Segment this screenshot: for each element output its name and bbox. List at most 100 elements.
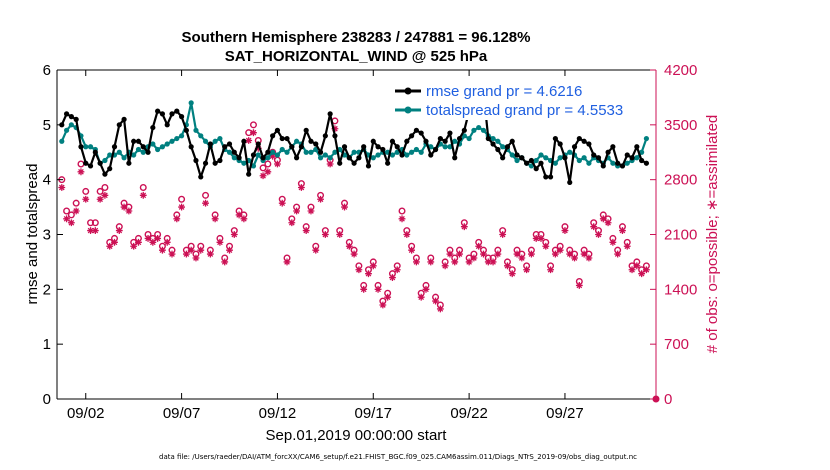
totalspread-point — [476, 124, 482, 131]
obs_assimilated-marker — [456, 250, 463, 258]
rmse-point — [485, 135, 491, 142]
rmse-point — [140, 144, 146, 150]
obs_assimilated-marker — [590, 223, 598, 231]
obs_possible-marker — [63, 207, 71, 215]
totalspread-point — [63, 127, 70, 133]
obs_assimilated-marker — [465, 258, 473, 266]
y-left-tick-label: 0 — [43, 391, 51, 408]
obs_assimilated-marker — [168, 250, 176, 258]
obs_assimilated-marker — [63, 215, 70, 223]
rmse-point — [102, 171, 108, 177]
rmse-point — [356, 155, 362, 161]
rmse-point — [624, 152, 630, 158]
rmse-point — [409, 133, 415, 139]
obs_assimilated-marker — [480, 250, 487, 258]
obs_assimilated-marker — [91, 227, 99, 234]
obs_assimilated-marker — [484, 258, 492, 266]
rmse-point — [83, 160, 89, 166]
rmse-point — [87, 163, 94, 169]
obs_assimilated-marker — [389, 274, 396, 281]
obs_assimilated-marker — [604, 219, 612, 227]
obs_assimilated-marker — [106, 242, 114, 250]
series-layer — [58, 89, 660, 403]
rmse-point — [284, 135, 290, 142]
rmse-point — [557, 141, 563, 147]
rmse-point — [562, 155, 568, 161]
rmse-point — [212, 160, 218, 166]
obs_assimilated-marker — [441, 262, 449, 270]
rmse-point — [490, 141, 496, 147]
obs_assimilated-marker — [259, 172, 267, 180]
rmse-point — [394, 144, 400, 150]
obs_assimilated-marker — [408, 246, 416, 254]
obs_assimilated-marker — [393, 266, 401, 274]
totalspread-point — [87, 144, 94, 150]
rmse-point — [150, 124, 156, 131]
obs_assimilated-marker — [561, 227, 569, 234]
rmse-point — [380, 146, 386, 153]
rmse-point — [178, 114, 185, 120]
rmse-point — [581, 138, 587, 144]
rmse-point — [217, 157, 223, 164]
rmse-point — [341, 144, 348, 150]
obs_assimilated-marker — [628, 266, 636, 274]
rmse-point — [509, 138, 515, 144]
obs_assimilated-marker — [619, 227, 626, 234]
obs_assimilated-marker — [422, 285, 430, 293]
obs_possible-marker — [139, 183, 147, 191]
totalspread-point — [135, 146, 142, 153]
obs_assimilated-marker — [504, 262, 511, 270]
totalspread-point — [140, 149, 146, 155]
rmse-point — [595, 155, 602, 161]
obs_assimilated-marker — [135, 238, 142, 246]
y-left-tick-label: 6 — [43, 62, 51, 79]
rmse-point — [126, 160, 132, 166]
obs_assimilated-marker — [125, 207, 133, 215]
rmse-point — [375, 144, 381, 150]
obs_assimilated-marker — [149, 238, 157, 246]
totalspread-point — [543, 155, 549, 161]
rmse-point — [447, 130, 453, 136]
rmse-point — [207, 141, 213, 147]
y-right-tick-label: 4200 — [664, 62, 697, 79]
rmse-point — [600, 163, 606, 169]
rmse-point — [255, 141, 261, 147]
rmse-point — [265, 149, 271, 155]
y-right-tick-label: 700 — [664, 336, 689, 353]
rmse-point — [332, 133, 338, 139]
totalspread-point — [389, 152, 396, 158]
obs_assimilated-marker — [374, 285, 382, 293]
obs_assimilated-marker — [537, 235, 545, 242]
rmse-point — [389, 138, 396, 144]
legend-box — [392, 78, 654, 120]
obs_possible-marker — [249, 121, 257, 129]
rmse-point — [456, 135, 463, 142]
totalspread-point — [169, 138, 175, 144]
obs_assimilated-marker — [623, 242, 631, 250]
obs_assimilated-marker — [264, 168, 272, 176]
obs_assimilated-marker — [67, 219, 75, 227]
rmse-point — [346, 155, 352, 161]
totalspread-point — [452, 138, 458, 144]
totalspread-point — [255, 152, 261, 158]
rmse-point — [198, 174, 204, 180]
rmse-point — [365, 163, 372, 169]
rmse-point — [279, 135, 285, 142]
obs_assimilated-marker — [609, 238, 617, 246]
rmse-point — [270, 133, 276, 139]
totalspread-point — [509, 152, 515, 158]
obs_assimilated-marker — [595, 231, 602, 238]
rmse-point — [159, 111, 166, 117]
obs_assimilated-marker — [451, 258, 459, 266]
obs_assimilated-marker — [187, 246, 195, 254]
totalspread-point — [557, 155, 563, 161]
obs_assimilated-marker — [230, 231, 238, 238]
obs_assimilated-marker — [532, 235, 540, 242]
rmse-point — [260, 155, 266, 161]
obs_assimilated-marker — [192, 254, 200, 262]
obs_assimilated-marker — [317, 195, 324, 203]
rmse-point — [461, 127, 467, 133]
totalspread-point — [514, 157, 520, 164]
rmse-point — [514, 152, 520, 158]
totalspread-point — [59, 138, 65, 144]
